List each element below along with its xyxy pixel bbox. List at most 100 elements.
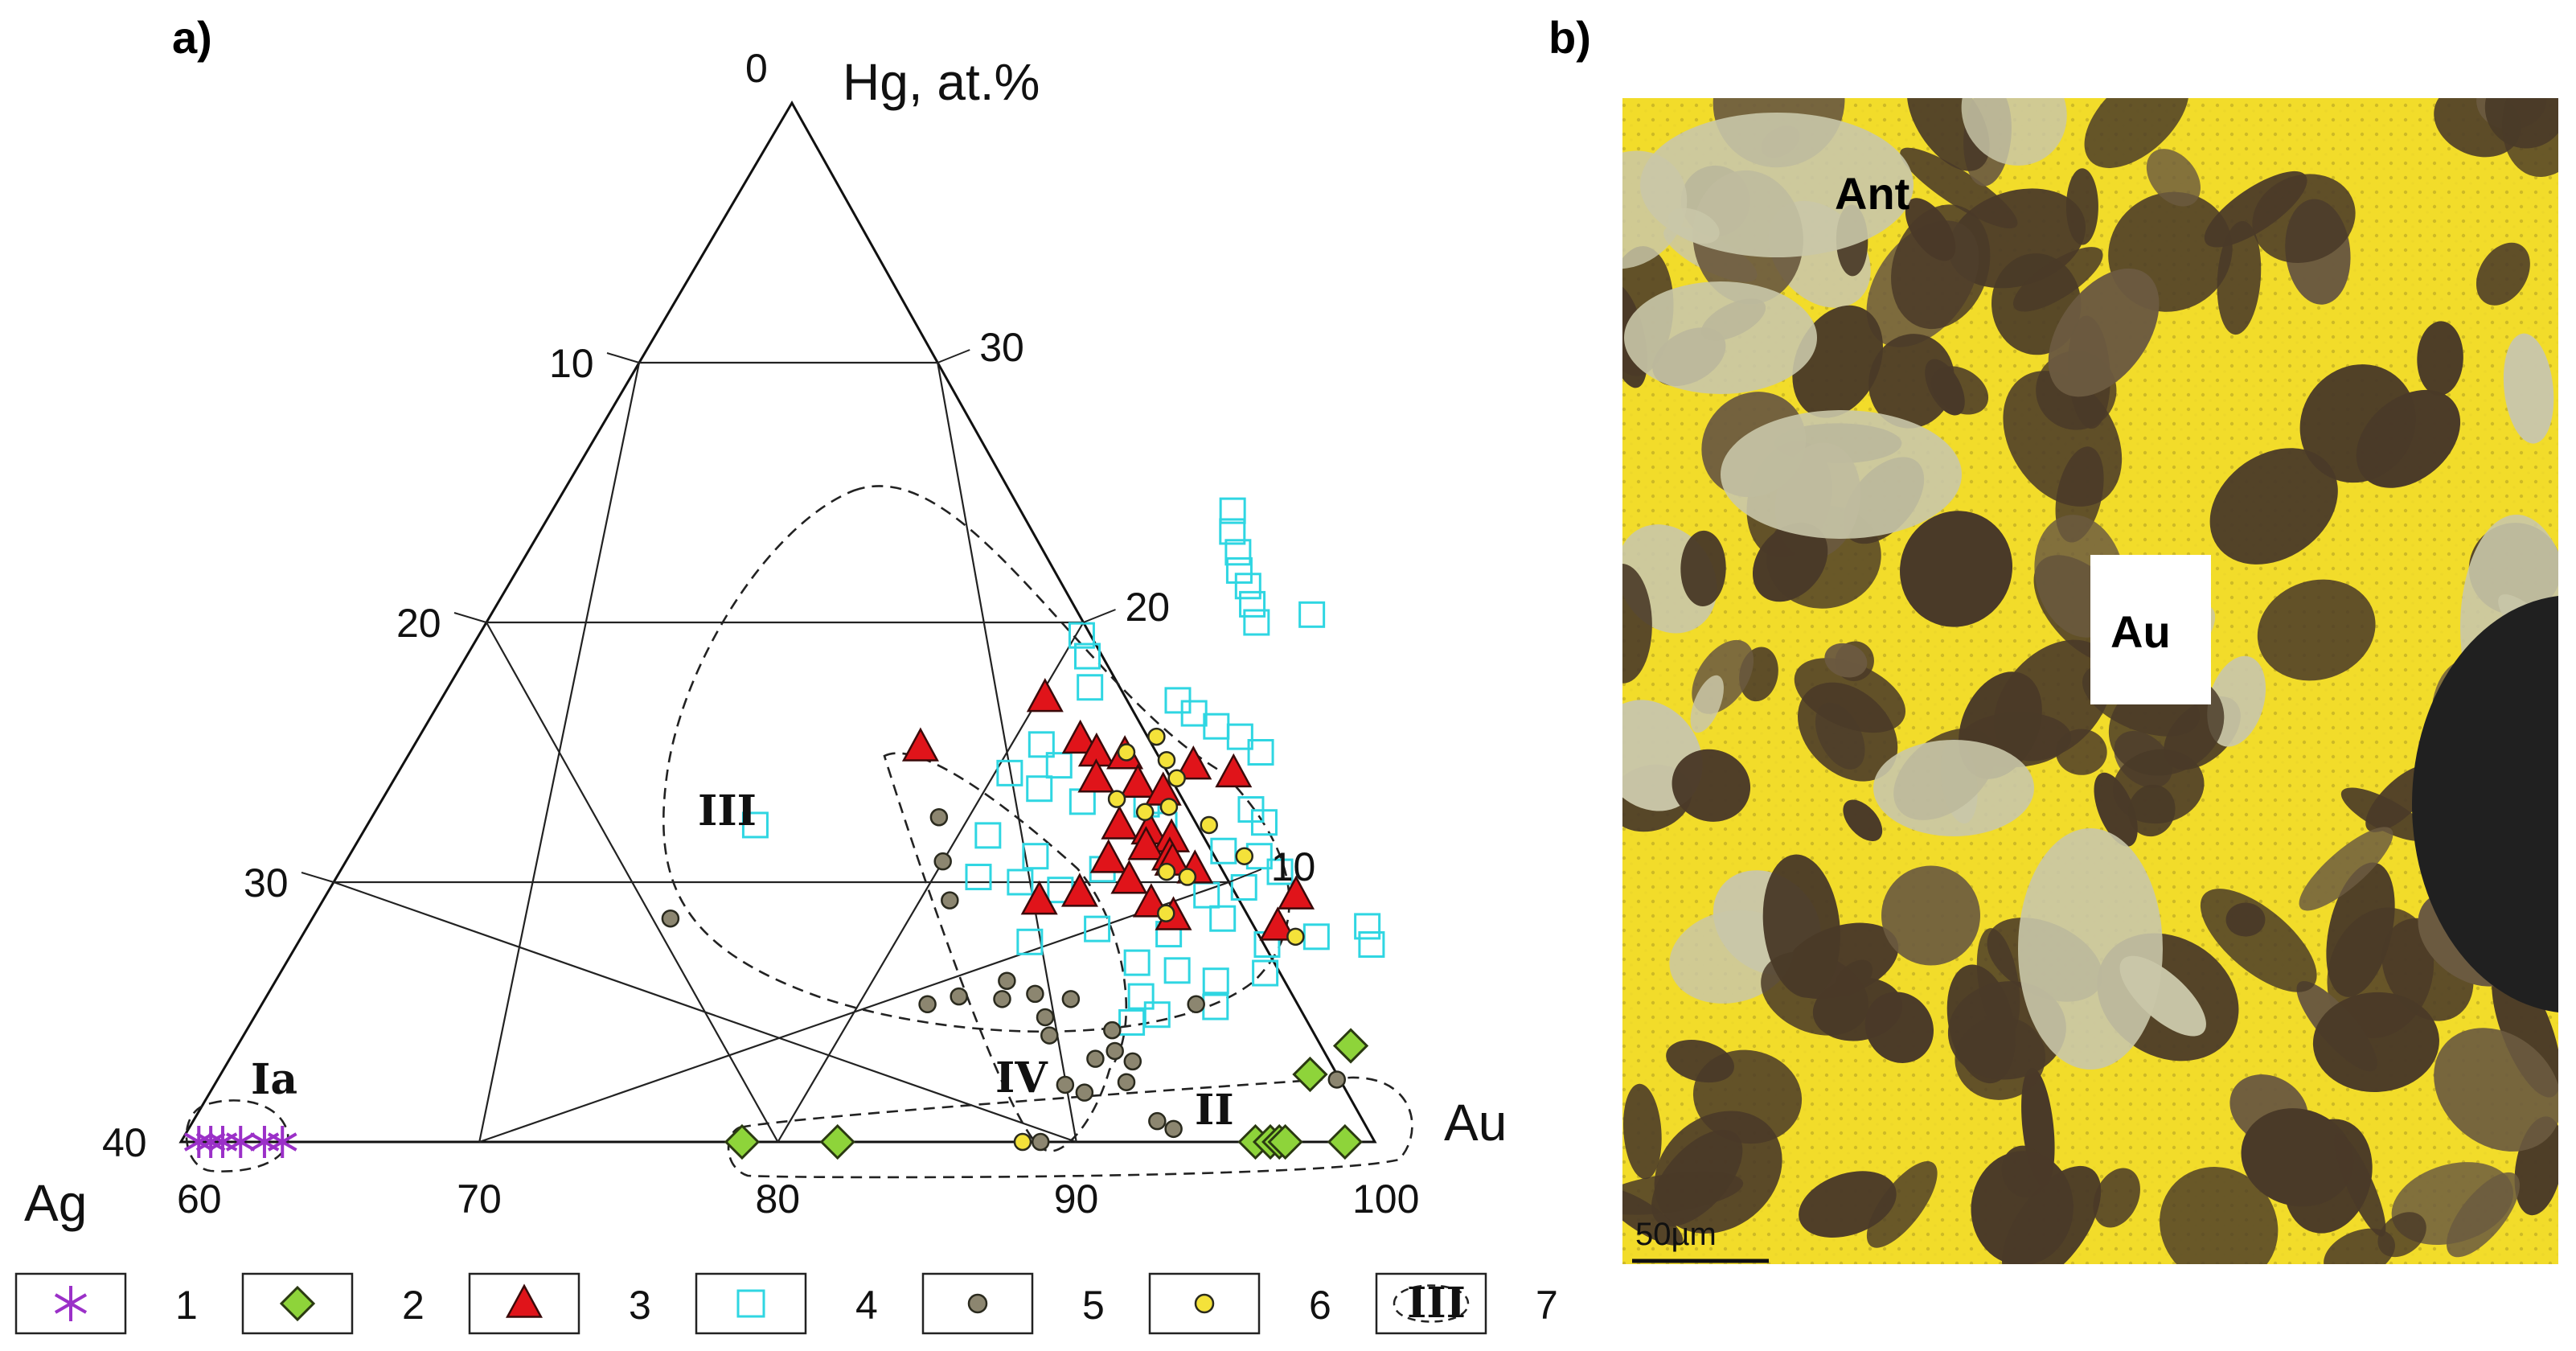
tick-labels: 60 70 80 90 100 0 10 20 30 40 30 20 10 bbox=[102, 46, 1419, 1222]
point-series-4-38 bbox=[1084, 915, 1111, 942]
point-series-3-17 bbox=[1110, 860, 1148, 894]
grain-131 bbox=[2312, 992, 2439, 1093]
grain-86 bbox=[2204, 170, 2307, 248]
ternary-grid bbox=[178, 100, 1377, 1144]
point-series-6-3 bbox=[1167, 769, 1186, 788]
tick-mark-left-10 bbox=[606, 352, 640, 363]
grain-122 bbox=[2241, 1108, 2354, 1207]
antimony-grain-1 bbox=[1624, 281, 1817, 394]
point-series-4-40 bbox=[1209, 905, 1237, 932]
point-series-5-18 bbox=[1117, 1073, 1136, 1091]
antimony-grain-0 bbox=[1640, 113, 1914, 257]
point-series-4-25 bbox=[741, 811, 769, 839]
point-series-5-14 bbox=[1086, 1049, 1105, 1068]
micrograph bbox=[1622, 98, 2558, 1264]
point-series-4-16 bbox=[1028, 731, 1055, 758]
tick-hg-left-10: 10 bbox=[549, 341, 594, 386]
point-series-5-7 bbox=[993, 990, 1011, 1008]
point-series-4-19 bbox=[1026, 775, 1053, 803]
point-series-4-36 bbox=[1230, 873, 1257, 901]
point-series-1-5 bbox=[267, 1126, 297, 1158]
grain-114 bbox=[1654, 1111, 1782, 1234]
point-series-5-22 bbox=[1031, 1132, 1050, 1152]
point-series-6-0 bbox=[1117, 743, 1136, 762]
grid-line-a-1 bbox=[486, 622, 779, 1143]
point-series-6-9 bbox=[1178, 868, 1197, 886]
point-series-3-24 bbox=[1259, 906, 1297, 941]
point-series-3-9 bbox=[1215, 753, 1253, 788]
grain-109 bbox=[2417, 321, 2463, 396]
point-series-4-52 bbox=[1118, 1008, 1146, 1036]
point-series-4-10 bbox=[1077, 674, 1104, 701]
grain-116 bbox=[1906, 98, 1990, 171]
field-label-iv: IV bbox=[995, 1053, 1048, 1103]
field-outline-iii bbox=[662, 485, 1290, 1033]
point-series-5-20 bbox=[1148, 1111, 1167, 1131]
point-series-4-18 bbox=[996, 759, 1023, 786]
grain-137 bbox=[1824, 643, 1868, 678]
point-series-3-0 bbox=[901, 727, 939, 762]
tick-mark-right-30 bbox=[937, 349, 970, 363]
legend-label-6: 6 bbox=[1309, 1283, 1331, 1328]
grain-108 bbox=[2200, 889, 2317, 992]
point-series-4-49 bbox=[1127, 983, 1155, 1010]
grain-147 bbox=[1762, 854, 1840, 998]
grain-67 bbox=[2128, 784, 2176, 837]
point-series-4-37 bbox=[1016, 928, 1044, 955]
void-region bbox=[2412, 596, 2558, 1012]
panel-b-label: b) bbox=[1548, 12, 1591, 63]
point-series-2-5 bbox=[1267, 1123, 1303, 1160]
grain-58 bbox=[1622, 563, 1652, 684]
tick-au-80: 80 bbox=[756, 1176, 801, 1222]
point-series-6-2 bbox=[1157, 750, 1176, 770]
grain-118 bbox=[2502, 98, 2558, 178]
point-series-4-15 bbox=[1247, 739, 1274, 766]
point-series-5-13 bbox=[1103, 1020, 1122, 1040]
tick-au-70: 70 bbox=[457, 1176, 502, 1222]
point-series-3-20 bbox=[1060, 873, 1098, 907]
grain-143 bbox=[1881, 865, 1980, 966]
legend-marker-3 bbox=[505, 1283, 544, 1318]
point-series-6-7 bbox=[1200, 815, 1218, 835]
point-series-3-13 bbox=[1127, 826, 1165, 860]
point-series-2-6 bbox=[1327, 1123, 1363, 1160]
grain-117 bbox=[2434, 1028, 2558, 1152]
field-label-iii: III bbox=[698, 786, 757, 836]
grain-90 bbox=[1900, 511, 2013, 627]
legend-label-5: 5 bbox=[1082, 1283, 1105, 1328]
grain-75 bbox=[2324, 1228, 2395, 1264]
grain-102 bbox=[2003, 371, 2123, 507]
legend-marker-7 bbox=[1393, 1284, 1470, 1323]
composition-fields bbox=[185, 485, 1413, 1179]
point-series-6-12 bbox=[1286, 927, 1305, 947]
point-series-6-11 bbox=[1157, 904, 1175, 923]
point-series-4-1 bbox=[1219, 518, 1246, 545]
point-series-2-8 bbox=[1332, 1028, 1369, 1064]
point-series-4-29 bbox=[1210, 837, 1237, 864]
grain-33 bbox=[2257, 579, 2376, 681]
legend-box-4 bbox=[695, 1272, 807, 1335]
point-series-1-1 bbox=[195, 1126, 226, 1158]
point-series-4-6 bbox=[1243, 609, 1270, 636]
panel-b: b) Ant Au 50µm bbox=[1548, 12, 2558, 1264]
grain-59 bbox=[2084, 98, 2189, 168]
apex-label-hg: Hg, at.% bbox=[843, 53, 1040, 111]
tick-mark-left-30 bbox=[301, 872, 334, 883]
tick-hg-left-30: 30 bbox=[244, 860, 289, 905]
point-series-4-14 bbox=[1226, 723, 1253, 750]
grain-64 bbox=[1799, 1171, 1897, 1238]
point-series-4-26 bbox=[974, 822, 1002, 849]
grain-128 bbox=[1961, 98, 2067, 166]
point-series-3-5 bbox=[1175, 745, 1212, 780]
panel-a-label: a) bbox=[172, 12, 212, 63]
point-series-5-6 bbox=[918, 995, 937, 1014]
point-series-4-5 bbox=[1239, 590, 1266, 618]
grain-126 bbox=[2446, 1172, 2520, 1258]
grain-98 bbox=[2356, 389, 2461, 488]
antimony-grain-3 bbox=[2018, 828, 2163, 1070]
grain-129 bbox=[2012, 247, 2103, 312]
point-series-4-17 bbox=[1045, 752, 1073, 779]
point-series-3-6 bbox=[1077, 758, 1115, 793]
grain-146 bbox=[2334, 1133, 2386, 1237]
point-series-5-15 bbox=[1105, 1041, 1124, 1061]
